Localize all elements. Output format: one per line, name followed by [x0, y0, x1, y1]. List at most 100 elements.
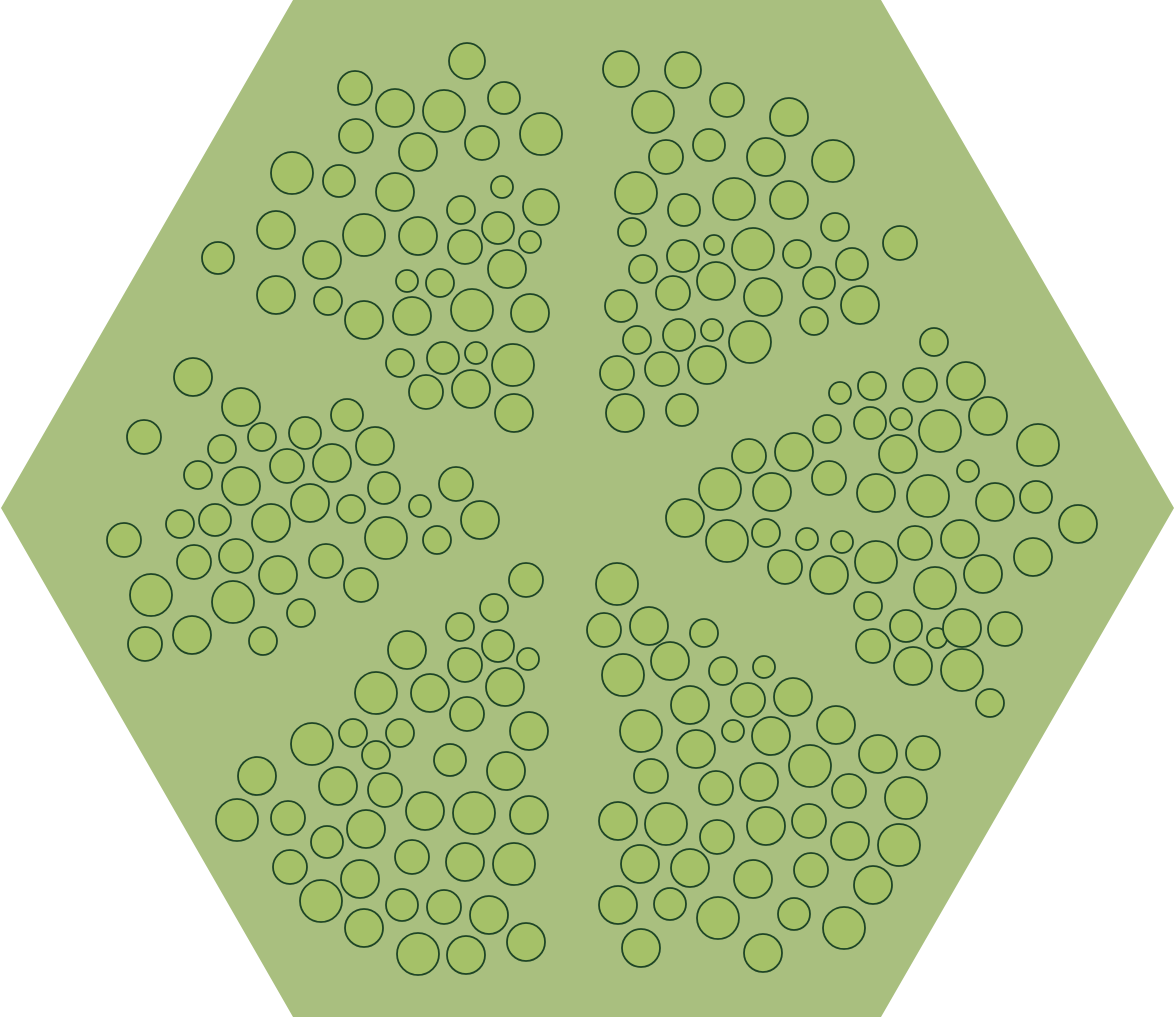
circle	[835, 247, 869, 281]
circle	[893, 646, 933, 686]
circle	[479, 593, 509, 623]
circle	[286, 598, 316, 628]
circle	[346, 809, 386, 849]
circle	[831, 773, 867, 809]
circle	[364, 516, 408, 560]
circle	[330, 398, 364, 432]
circle	[918, 409, 962, 453]
circle	[361, 740, 391, 770]
circle	[422, 89, 466, 133]
circle	[469, 895, 509, 935]
circle	[664, 51, 702, 89]
circle	[853, 406, 887, 440]
circle	[767, 549, 803, 585]
circle	[689, 618, 719, 648]
circle	[604, 289, 638, 323]
circle	[602, 50, 640, 88]
circle	[302, 240, 342, 280]
circle	[746, 806, 786, 846]
circle	[774, 432, 814, 472]
circle	[446, 195, 476, 225]
circle	[906, 474, 950, 518]
circle	[312, 443, 352, 483]
circle	[662, 318, 696, 352]
circle	[655, 275, 691, 311]
circle	[426, 889, 462, 925]
circle	[882, 225, 918, 261]
circle	[731, 227, 775, 271]
circle	[336, 494, 366, 524]
circle	[172, 615, 212, 655]
circle	[313, 286, 343, 316]
circle	[751, 716, 791, 756]
circle	[367, 471, 401, 505]
circle	[746, 137, 786, 177]
circle	[889, 407, 913, 431]
circle	[793, 852, 829, 888]
circle	[486, 751, 526, 791]
circle	[256, 210, 296, 250]
circle	[270, 800, 306, 836]
circle	[338, 718, 368, 748]
circle	[506, 922, 546, 962]
circle	[394, 839, 430, 875]
circle	[481, 629, 515, 663]
circle	[644, 351, 680, 387]
circle	[699, 819, 735, 855]
circle	[308, 543, 344, 579]
circle	[310, 825, 344, 859]
circle	[599, 355, 635, 391]
circle	[448, 42, 486, 80]
circle	[619, 709, 663, 753]
circle	[811, 139, 855, 183]
circle	[519, 112, 563, 156]
circle	[340, 859, 380, 899]
circle	[342, 213, 386, 257]
circle	[237, 756, 277, 796]
circle	[445, 612, 475, 642]
circle	[392, 296, 432, 336]
circle	[438, 466, 474, 502]
circle-cluster-top-right	[599, 50, 918, 433]
circle	[975, 482, 1015, 522]
circle	[375, 172, 415, 212]
circle	[858, 734, 898, 774]
circle	[405, 791, 445, 831]
circle	[385, 718, 415, 748]
circle	[509, 795, 549, 835]
circle	[676, 729, 716, 769]
circle	[940, 519, 980, 559]
circle	[698, 467, 742, 511]
circle	[1058, 504, 1098, 544]
circle	[791, 803, 827, 839]
circle	[385, 888, 419, 922]
circle	[788, 744, 832, 788]
circle	[598, 801, 638, 841]
circle	[856, 473, 896, 513]
circle	[830, 530, 854, 554]
circle	[183, 460, 213, 490]
circle	[820, 212, 850, 242]
circle	[487, 81, 521, 115]
circle	[648, 139, 684, 175]
circle	[743, 933, 783, 973]
circle	[595, 562, 639, 606]
circle	[622, 325, 652, 355]
circle	[968, 396, 1008, 436]
circle	[670, 848, 710, 888]
circle	[721, 719, 745, 743]
circle	[494, 393, 534, 433]
circle	[1019, 480, 1053, 514]
circle	[905, 735, 941, 771]
circle	[106, 522, 142, 558]
circle	[492, 842, 536, 886]
circle	[963, 554, 1003, 594]
circle	[258, 555, 298, 595]
circle	[385, 348, 415, 378]
circle	[598, 885, 638, 925]
circle	[670, 685, 710, 725]
circle	[809, 555, 849, 595]
circle	[126, 419, 162, 455]
circle	[956, 459, 980, 483]
circle	[752, 472, 792, 512]
